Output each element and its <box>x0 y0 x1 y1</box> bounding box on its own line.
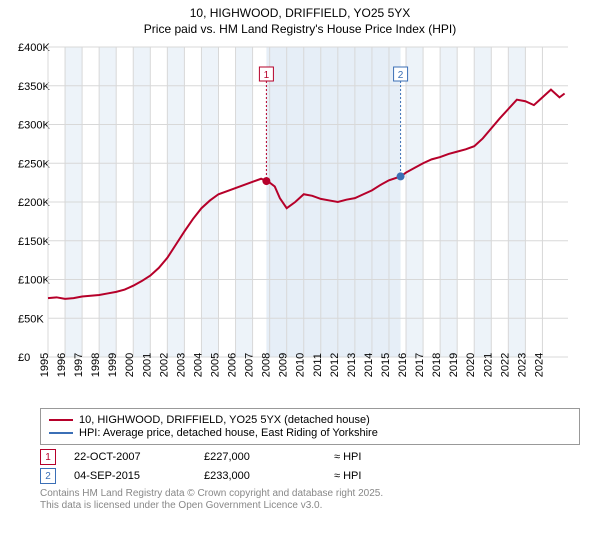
sale-marker-num-0: 1 <box>45 452 51 463</box>
svg-text:£50K: £50K <box>18 313 44 325</box>
svg-text:2023: 2023 <box>516 353 528 377</box>
svg-text:2010: 2010 <box>295 353 307 377</box>
svg-text:£400K: £400K <box>18 42 50 54</box>
chart-area: £0 £50K £100K £150K £200K £250K £300K £350K £400… <box>18 39 578 404</box>
sale-date-1: 04-SEP-2015 <box>74 470 204 482</box>
svg-text:£100K: £100K <box>18 275 50 287</box>
legend-row-0: 10, HIGHWOOD, DRIFFIELD, YO25 5YX (detac… <box>49 414 571 426</box>
svg-text:£350K: £350K <box>18 81 50 93</box>
svg-text:2016: 2016 <box>397 353 409 377</box>
svg-text:2014: 2014 <box>363 353 375 377</box>
svg-text:2004: 2004 <box>192 353 204 377</box>
sales-row-0: 1 22-OCT-2007 £227,000 ≈ HPI <box>40 449 580 465</box>
svg-text:2006: 2006 <box>227 353 239 377</box>
svg-text:2000: 2000 <box>124 353 136 377</box>
svg-text:2021: 2021 <box>482 353 494 377</box>
svg-text:£200K: £200K <box>18 197 50 209</box>
sale-note-0: ≈ HPI <box>334 451 464 463</box>
sale-note-1: ≈ HPI <box>334 470 464 482</box>
svg-text:2019: 2019 <box>448 353 460 377</box>
svg-text:2007: 2007 <box>244 353 256 377</box>
legend-label-0: 10, HIGHWOOD, DRIFFIELD, YO25 5YX (detac… <box>79 414 370 426</box>
svg-text:2012: 2012 <box>329 353 341 377</box>
chart-svg: £0 £50K £100K £150K £200K £250K £300K £350K £400… <box>18 39 578 404</box>
svg-text:2024: 2024 <box>533 353 545 377</box>
legend-box: 10, HIGHWOOD, DRIFFIELD, YO25 5YX (detac… <box>40 408 580 445</box>
svg-text:2015: 2015 <box>380 353 392 377</box>
svg-text:1996: 1996 <box>56 353 68 377</box>
svg-text:2022: 2022 <box>499 353 511 377</box>
footnote-line-1: Contains HM Land Registry data © Crown c… <box>40 488 580 500</box>
footnote-line-2: This data is licensed under the Open Gov… <box>40 500 580 512</box>
svg-text:2003: 2003 <box>175 353 187 377</box>
svg-text:2009: 2009 <box>278 353 290 377</box>
svg-text:2011: 2011 <box>312 353 324 377</box>
legend-swatch-0 <box>49 419 73 421</box>
footnote: Contains HM Land Registry data © Crown c… <box>40 488 580 512</box>
legend-swatch-1 <box>49 432 73 434</box>
sale-marker-num-1: 2 <box>45 471 51 482</box>
sale-marker-1: 2 <box>40 468 56 484</box>
svg-text:2017: 2017 <box>414 353 426 377</box>
title-line-1: 10, HIGHWOOD, DRIFFIELD, YO25 5YX <box>0 6 600 22</box>
svg-text:2020: 2020 <box>465 353 477 377</box>
legend-label-1: HPI: Average price, detached house, East… <box>79 427 378 439</box>
sale-price-0: £227,000 <box>204 451 334 463</box>
sales-row-1: 2 04-SEP-2015 £233,000 ≈ HPI <box>40 468 580 484</box>
svg-text:1995: 1995 <box>39 353 51 377</box>
svg-text:2018: 2018 <box>431 353 443 377</box>
svg-text:2001: 2001 <box>141 353 153 377</box>
svg-text:2008: 2008 <box>261 353 273 377</box>
legend-row-1: HPI: Average price, detached house, East… <box>49 427 571 439</box>
svg-text:2013: 2013 <box>346 353 358 377</box>
svg-text:1998: 1998 <box>90 353 102 377</box>
title-block: 10, HIGHWOOD, DRIFFIELD, YO25 5YX Price … <box>0 0 600 39</box>
sales-table: 1 22-OCT-2007 £227,000 ≈ HPI 2 04-SEP-20… <box>40 449 580 484</box>
sale-date-0: 22-OCT-2007 <box>74 451 204 463</box>
svg-text:2002: 2002 <box>158 353 170 377</box>
svg-text:£250K: £250K <box>18 158 50 170</box>
svg-text:£300K: £300K <box>18 120 50 132</box>
title-line-2: Price paid vs. HM Land Registry's House … <box>0 22 600 38</box>
svg-text:1: 1 <box>264 70 270 81</box>
svg-text:£150K: £150K <box>18 236 50 248</box>
sale-marker-0: 1 <box>40 449 56 465</box>
svg-text:£0: £0 <box>18 352 30 364</box>
svg-text:2005: 2005 <box>209 353 221 377</box>
svg-text:1999: 1999 <box>107 353 119 377</box>
svg-text:2: 2 <box>398 70 404 81</box>
chart-container: 10, HIGHWOOD, DRIFFIELD, YO25 5YX Price … <box>0 0 600 560</box>
sale-price-1: £233,000 <box>204 470 334 482</box>
svg-text:1997: 1997 <box>73 353 85 377</box>
